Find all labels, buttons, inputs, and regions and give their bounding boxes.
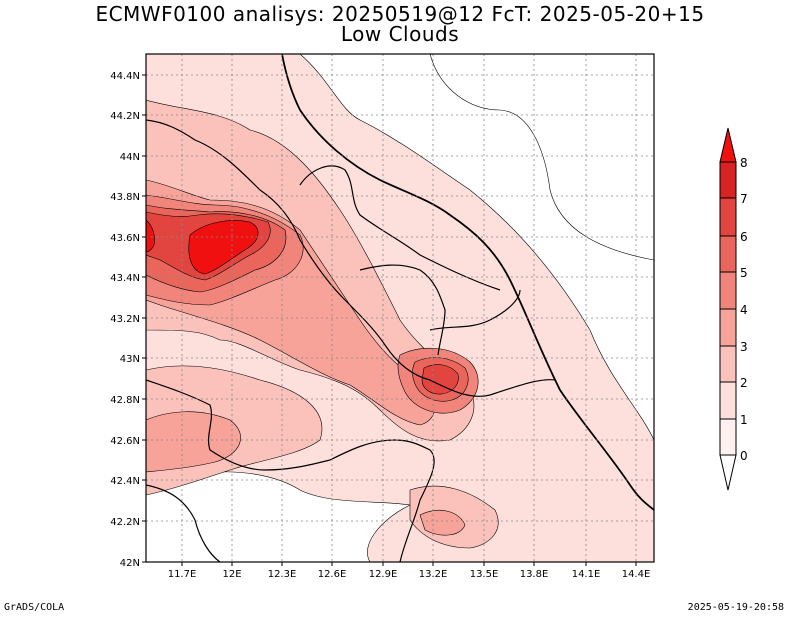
colorbar-label: 6 <box>740 230 748 244</box>
colorbar-swatch <box>719 235 737 273</box>
y-tick-label: 42.2N <box>110 517 140 528</box>
field-level-7 <box>188 220 259 275</box>
colorbar-label: 2 <box>740 376 748 390</box>
footer-timestamp: 2025-05-19-20:58 <box>687 602 784 613</box>
field-level-6 <box>421 364 459 395</box>
x-tick-label: 13.2E <box>419 569 448 580</box>
colorbar-top-arrow <box>719 127 737 163</box>
footer-software-credit: GrADS/COLA <box>4 602 65 613</box>
colorbar-label: 5 <box>740 266 748 280</box>
field-level-0 <box>429 54 654 261</box>
y-tick-label: 42N <box>120 558 140 569</box>
regional-borders <box>146 119 557 562</box>
field-level-7 <box>146 219 155 253</box>
x-tick-label: 14.1E <box>572 569 601 580</box>
colorbar-swatch <box>719 271 737 310</box>
x-tick-label: 12.9E <box>369 569 398 580</box>
colorbar: 8 7 6 5 4 3 2 1 0 <box>719 127 748 491</box>
field-level-3 <box>419 510 466 536</box>
y-tick-label: 43.4N <box>110 273 140 284</box>
colorbar-bottom-arrow <box>719 454 737 491</box>
colorbar-swatch <box>719 381 737 420</box>
y-tick-label: 43.8N <box>110 192 140 203</box>
x-tick-label: 14.4E <box>622 569 651 580</box>
colorbar-label: 0 <box>740 449 748 463</box>
y-tick-label: 43.2N <box>110 314 140 325</box>
y-tick-label: 44.4N <box>110 71 140 82</box>
x-tick-label: 13.8E <box>520 569 549 580</box>
x-tick-label: 12.3E <box>268 569 297 580</box>
y-tick-label: 42.6N <box>110 436 140 447</box>
colorbar-label: 7 <box>740 192 748 206</box>
y-tick-label: 42.4N <box>110 476 140 487</box>
map-frame <box>145 53 655 563</box>
x-tick-label: 11.7E <box>168 569 197 580</box>
colorbar-label: 3 <box>740 340 748 354</box>
chart-subtitle: Low Clouds <box>340 22 460 46</box>
x-axis: 11.7E 12E 12.3E 12.6E 12.9E 13.2E 13.5E … <box>168 562 651 580</box>
colorbar-label: 4 <box>740 303 748 317</box>
colorbar-label: 1 <box>740 413 748 427</box>
coastline <box>281 54 654 511</box>
colorbar-swatch <box>719 161 737 199</box>
colorbar-swatch <box>719 345 737 383</box>
x-tick-label: 13.5E <box>470 569 499 580</box>
colorbar-swatch <box>719 308 737 347</box>
colorbar-swatch <box>719 418 737 456</box>
colorbar-label: 8 <box>740 156 748 170</box>
y-tick-label: 44N <box>120 152 140 163</box>
chart-title: ECMWF0100 analisys: 20250519@12 FcT: 202… <box>95 2 705 26</box>
y-tick-label: 43.6N <box>110 233 140 244</box>
colorbar-swatch <box>719 197 737 237</box>
field-level-3 <box>146 411 241 473</box>
y-tick-label: 43N <box>120 354 140 365</box>
x-tick-label: 12.6E <box>318 569 347 580</box>
y-axis: 44.4N 44.2N 44N 43.8N 43.6N 43.4N 43.2N … <box>110 71 146 569</box>
cloud-field <box>146 54 654 562</box>
x-tick-label: 12E <box>222 569 241 580</box>
y-tick-label: 44.2N <box>110 111 140 122</box>
y-tick-label: 42.8N <box>110 395 140 406</box>
